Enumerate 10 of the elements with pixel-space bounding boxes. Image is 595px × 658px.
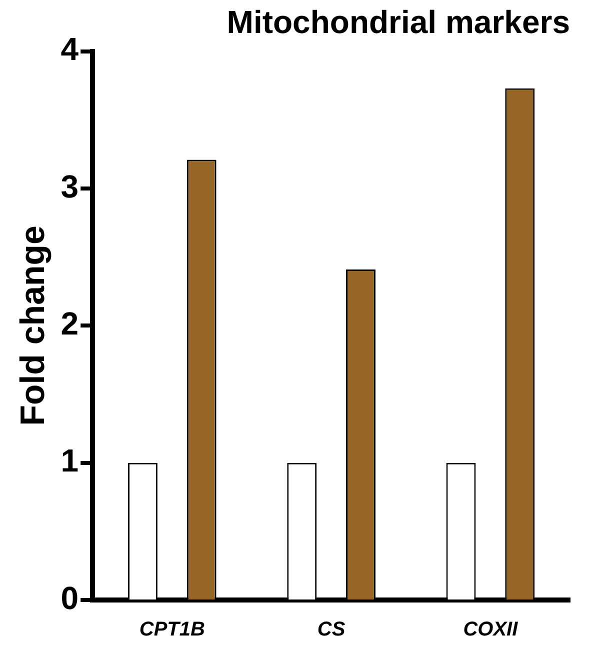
chart-title: Mitochondrial markers xyxy=(226,4,570,40)
x-tick-label: CS xyxy=(317,618,346,641)
y-tick-label: 4 xyxy=(60,31,79,68)
x-tick-label: CPT1B xyxy=(139,618,205,641)
y-tick-label: 0 xyxy=(60,580,79,616)
y-tick-label: 2 xyxy=(60,306,79,342)
x-tick-label: COXII xyxy=(463,618,518,641)
y-tick-label: 1 xyxy=(60,442,79,479)
y-axis-title: Fold change xyxy=(14,226,52,426)
y-tick-label: 3 xyxy=(60,168,79,204)
